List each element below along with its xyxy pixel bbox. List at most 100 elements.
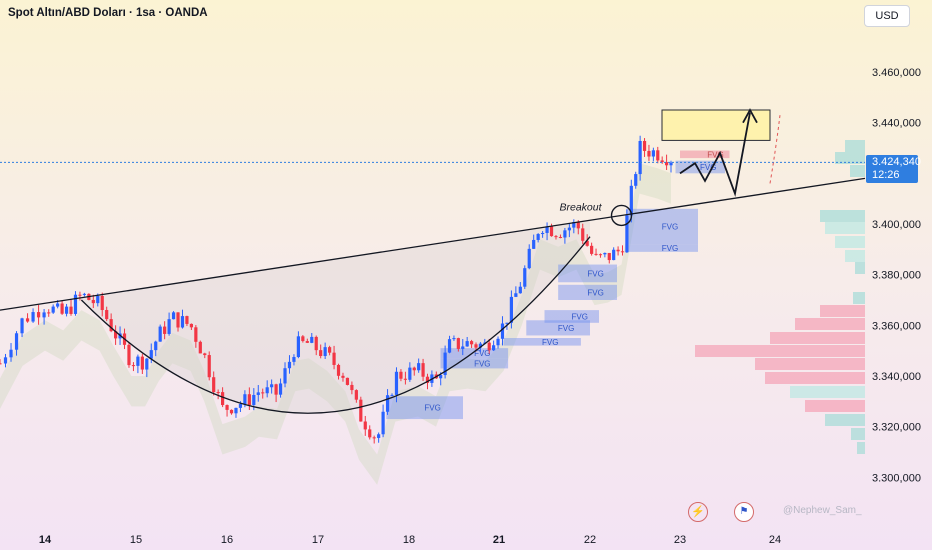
- candle-body: [612, 249, 616, 261]
- currency-button[interactable]: USD: [864, 5, 910, 27]
- candle-body: [265, 387, 269, 394]
- candle-body: [377, 434, 381, 438]
- projection-arrow-head: [742, 108, 758, 124]
- volume-profile-bar: [851, 428, 865, 440]
- candle-body: [664, 162, 669, 166]
- candle-body: [216, 392, 220, 394]
- us-flag-icon[interactable]: ⚑: [734, 502, 754, 522]
- candle-body: [585, 240, 589, 246]
- volume-profile-bar: [805, 400, 865, 412]
- candle-body: [642, 140, 647, 151]
- candle-body: [567, 227, 571, 231]
- candle-body: [417, 363, 421, 371]
- candle-body: [328, 347, 332, 353]
- candle-body: [385, 395, 390, 412]
- candle-body: [145, 358, 149, 370]
- y-tick-label: 3.320,000: [872, 422, 921, 434]
- candle-body: [109, 319, 113, 332]
- candle-body: [96, 295, 100, 304]
- breakout-label: Breakout: [560, 201, 603, 213]
- volume-profile-bar: [825, 414, 865, 426]
- candle-body: [478, 343, 482, 348]
- x-tick-label: 18: [403, 534, 415, 546]
- candle-body: [598, 254, 603, 256]
- current-price-tag: 3.424,340 12:26: [866, 155, 921, 183]
- candle-body: [225, 405, 229, 410]
- candle-body: [154, 341, 158, 351]
- fvg-zone: [440, 358, 509, 369]
- candle-body: [9, 349, 13, 358]
- candle-body: [91, 299, 95, 304]
- x-tick-label: 23: [674, 534, 686, 546]
- candle-body: [238, 403, 243, 408]
- fvg-label: FVG: [474, 359, 490, 368]
- volume-profile-bar: [825, 222, 865, 234]
- fvg-zone: [544, 310, 599, 323]
- fvg-zone: [503, 338, 581, 346]
- candle-body: [469, 341, 474, 345]
- candle-body: [590, 245, 594, 254]
- cup-curve: [80, 236, 591, 414]
- volume-profile-bar: [835, 152, 865, 164]
- candle-body: [163, 326, 167, 334]
- candle-body: [64, 306, 69, 314]
- author-watermark: @Nephew_Sam_: [783, 505, 862, 516]
- bearish-fvg-zone: [680, 150, 730, 159]
- candle-body: [554, 236, 558, 238]
- candle-body: [47, 312, 51, 314]
- candle-body: [114, 331, 118, 339]
- x-tick-label: 14: [39, 534, 52, 546]
- candle-body: [252, 394, 256, 405]
- candle-body: [180, 316, 185, 328]
- candle-body: [314, 336, 318, 351]
- candle-body: [171, 312, 176, 320]
- candle-body: [500, 323, 505, 339]
- volume-profile-bar: [820, 210, 865, 222]
- candle-body: [3, 357, 8, 364]
- candle-body: [363, 421, 367, 430]
- candle-body: [403, 378, 407, 380]
- volume-profile-bar: [820, 305, 865, 317]
- candle-body: [310, 336, 314, 343]
- candle-body: [247, 394, 251, 405]
- candle-body: [140, 356, 144, 370]
- candle-body: [234, 407, 238, 414]
- candle-body: [100, 295, 104, 311]
- y-tick-label: 3.300,000: [872, 472, 921, 484]
- x-tick-label: 17: [312, 534, 324, 546]
- candle-body: [572, 222, 576, 228]
- fvg-label: FVG: [662, 223, 678, 232]
- y-tick-label: 3.340,000: [872, 371, 921, 383]
- candle-body: [73, 294, 78, 314]
- candle-body: [319, 350, 323, 357]
- fvg-label: FVG: [587, 288, 603, 297]
- candle-body: [287, 361, 292, 369]
- candle-body: [229, 409, 234, 414]
- candle-body: [514, 293, 518, 297]
- lightning-icon[interactable]: ⚡: [688, 502, 708, 522]
- candle-body: [452, 338, 456, 340]
- candle-body: [487, 342, 491, 351]
- candle-body: [301, 336, 305, 342]
- candle-body: [518, 286, 522, 294]
- fvg-label: FVG: [700, 163, 716, 172]
- cup-fill: [81, 220, 591, 414]
- y-tick-label: 3.360,000: [872, 320, 921, 332]
- symbol-title: Spot Altın/ABD Doları · 1sa · OANDA: [8, 7, 208, 19]
- volume-profile-bar: [835, 236, 865, 248]
- candle-body: [336, 364, 341, 376]
- candle-body: [523, 268, 527, 287]
- fvg-label: FVG: [587, 269, 603, 278]
- candle-body: [368, 429, 372, 438]
- fvg-label: FVG: [474, 349, 490, 358]
- candle-body: [629, 185, 633, 216]
- candle-body: [620, 251, 625, 253]
- fvg-zone: [386, 396, 463, 420]
- candle-body: [149, 350, 153, 359]
- candle-body: [425, 376, 430, 383]
- candle-body: [158, 326, 162, 342]
- bar-countdown: 12:26: [872, 169, 900, 181]
- volume-profile-bar: [770, 332, 865, 344]
